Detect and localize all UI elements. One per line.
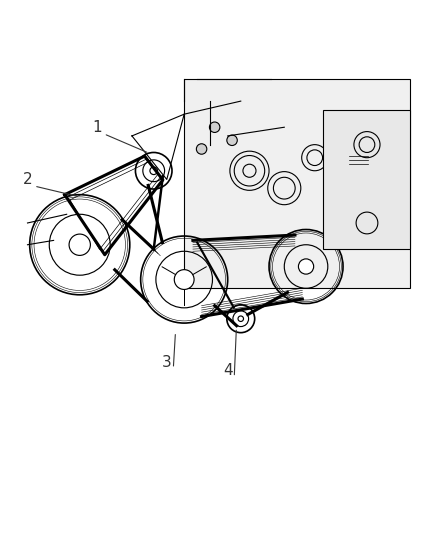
Text: 4: 4 <box>223 364 233 378</box>
FancyBboxPatch shape <box>184 79 410 288</box>
Circle shape <box>238 316 244 321</box>
Circle shape <box>174 270 194 289</box>
Circle shape <box>209 122 220 133</box>
Circle shape <box>227 135 237 146</box>
FancyBboxPatch shape <box>323 110 410 249</box>
Text: 1: 1 <box>92 120 102 135</box>
Circle shape <box>69 234 90 255</box>
Text: 2: 2 <box>23 172 32 187</box>
Circle shape <box>196 144 207 154</box>
Circle shape <box>334 164 382 212</box>
Text: 3: 3 <box>162 355 172 370</box>
Circle shape <box>298 259 314 274</box>
Circle shape <box>150 167 158 175</box>
Polygon shape <box>347 151 369 166</box>
